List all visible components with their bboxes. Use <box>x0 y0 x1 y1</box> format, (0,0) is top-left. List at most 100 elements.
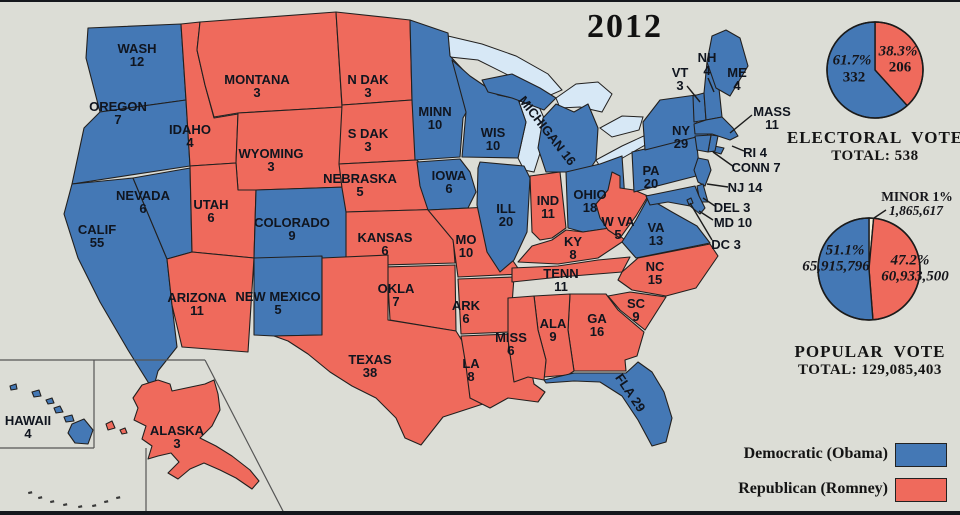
state-AK <box>105 420 116 431</box>
state-label-WV: W VA <box>602 214 636 229</box>
state-ev-MN: 10 <box>428 117 442 132</box>
state-ev-IA: 6 <box>445 181 452 196</box>
callout-lines <box>686 77 887 241</box>
state-label-CT: CONN 7 <box>731 160 780 175</box>
state-NC <box>617 243 719 297</box>
state-label-MN: MINN <box>418 104 451 119</box>
state-ev-AZ: 11 <box>190 303 204 318</box>
state-ev-NE: 5 <box>356 184 363 199</box>
callout-line-mass <box>729 114 753 134</box>
state-label-ND: N DAK <box>347 72 389 87</box>
top-border <box>0 0 960 2</box>
state-TX <box>273 254 498 446</box>
state-NJ <box>693 157 712 187</box>
state-MA <box>693 116 739 141</box>
state-label-CO: COLORADO <box>254 215 330 230</box>
state-HI <box>53 405 64 414</box>
state-label-KS: KANSAS <box>358 230 413 245</box>
state-ev-AK: 3 <box>173 436 180 451</box>
state-ev-WA: 12 <box>130 54 144 69</box>
pie-outline <box>826 21 924 119</box>
state-label-MD: MD 10 <box>714 215 752 230</box>
state-ev-WI: 10 <box>486 138 500 153</box>
state-ev-OK: 7 <box>392 294 399 309</box>
popular-rep-pct: 47.2% <box>890 252 930 269</box>
state-LA <box>460 333 546 409</box>
state-label-NM: NEW MEXICO <box>235 289 320 304</box>
pie-outline <box>817 217 921 321</box>
state-label-WI: WIS <box>481 125 506 140</box>
state-ev-KS: 6 <box>381 243 388 258</box>
state-label-OR: OREGON <box>89 99 147 114</box>
state-ev-NH: 4 <box>703 63 711 78</box>
state-ev-VA: 13 <box>649 233 663 248</box>
popular-minor-heading: MINOR 1% <box>881 189 953 204</box>
state-label-GA: GA <box>587 311 607 326</box>
callout-line-dc <box>689 202 713 241</box>
state-label-ME: ME <box>727 65 747 80</box>
state-label-CA: CALIF <box>78 222 116 237</box>
state-ev-WY: 3 <box>267 159 274 174</box>
state-HI <box>45 397 55 405</box>
state-ev-MA: 11 <box>765 117 779 132</box>
state-label-AL: ALA <box>540 316 567 331</box>
state-ev-UT: 6 <box>207 210 214 225</box>
state-MT <box>196 11 343 118</box>
state-label-SD: S DAK <box>348 126 389 141</box>
state-ev-IL: 20 <box>499 214 513 229</box>
state-CT <box>694 134 712 153</box>
state-label-LA: LA <box>462 356 480 371</box>
legend-row-republican: Republican (Romney) <box>660 478 960 502</box>
state-ev-SD: 3 <box>364 139 371 154</box>
aleutian-island <box>116 496 121 500</box>
state-label-NH: NH <box>698 50 717 65</box>
state-ev-KY: 8 <box>569 247 576 262</box>
state-ev-CO: 9 <box>288 228 295 243</box>
legend-label-republican: Republican (Romney) <box>738 480 888 497</box>
state-label-DE: DEL 3 <box>714 200 751 215</box>
electoral-dem-votes: 332 <box>842 69 866 86</box>
state-label-ID: IDAHO <box>169 122 211 137</box>
callout-line-nh <box>707 77 715 93</box>
aleutian-island <box>92 504 97 508</box>
popular-minor-votes: 1,865,617 <box>889 203 943 218</box>
lake-ontario <box>599 115 644 138</box>
state-IL <box>476 161 531 273</box>
state-label-OH: OHIO <box>573 187 606 202</box>
state-DC <box>686 197 694 206</box>
state-label-MS: MISS <box>495 330 527 345</box>
state-ME <box>706 29 749 97</box>
state-HI <box>67 418 94 445</box>
state-label-NE: NEBRASKA <box>323 171 397 186</box>
popular-vote-heading: POPULAR VOTE <box>794 342 946 361</box>
lake-superior <box>447 35 563 98</box>
state-KY <box>517 227 626 265</box>
callout-line-md <box>698 210 714 221</box>
state-TN <box>511 256 631 283</box>
state-label-DC: DC 3 <box>711 237 741 252</box>
state-HI <box>63 414 75 423</box>
state-ev-TN: 11 <box>554 279 568 294</box>
electoral-dem-pct: 61.7% <box>832 52 872 69</box>
state-ev-NV: 6 <box>139 201 146 216</box>
state-ev-WV: 5 <box>614 227 621 242</box>
state-label-KY: KY <box>564 234 582 249</box>
state-label-IA: IOWA <box>432 168 467 183</box>
state-AK <box>119 427 128 435</box>
state-WV <box>595 171 649 239</box>
state-label-TX: TEXAS <box>348 352 392 367</box>
state-ev-HI: 4 <box>24 426 32 441</box>
state-label-IL: ILL <box>496 201 516 216</box>
inset-borders <box>0 359 286 515</box>
state-IN <box>529 171 567 241</box>
state-ev-AL: 9 <box>549 329 556 344</box>
state-label-PA: PA <box>642 163 660 178</box>
state-AZ <box>166 251 255 353</box>
aleutian-island <box>27 491 33 495</box>
state-ev-VT: 3 <box>676 78 683 93</box>
popular-dem-pct: 51.1% <box>825 242 865 259</box>
state-label-IN: IND <box>537 193 559 208</box>
state-label-AK: ALASKA <box>150 423 205 438</box>
state-label-VT: VT <box>672 65 689 80</box>
